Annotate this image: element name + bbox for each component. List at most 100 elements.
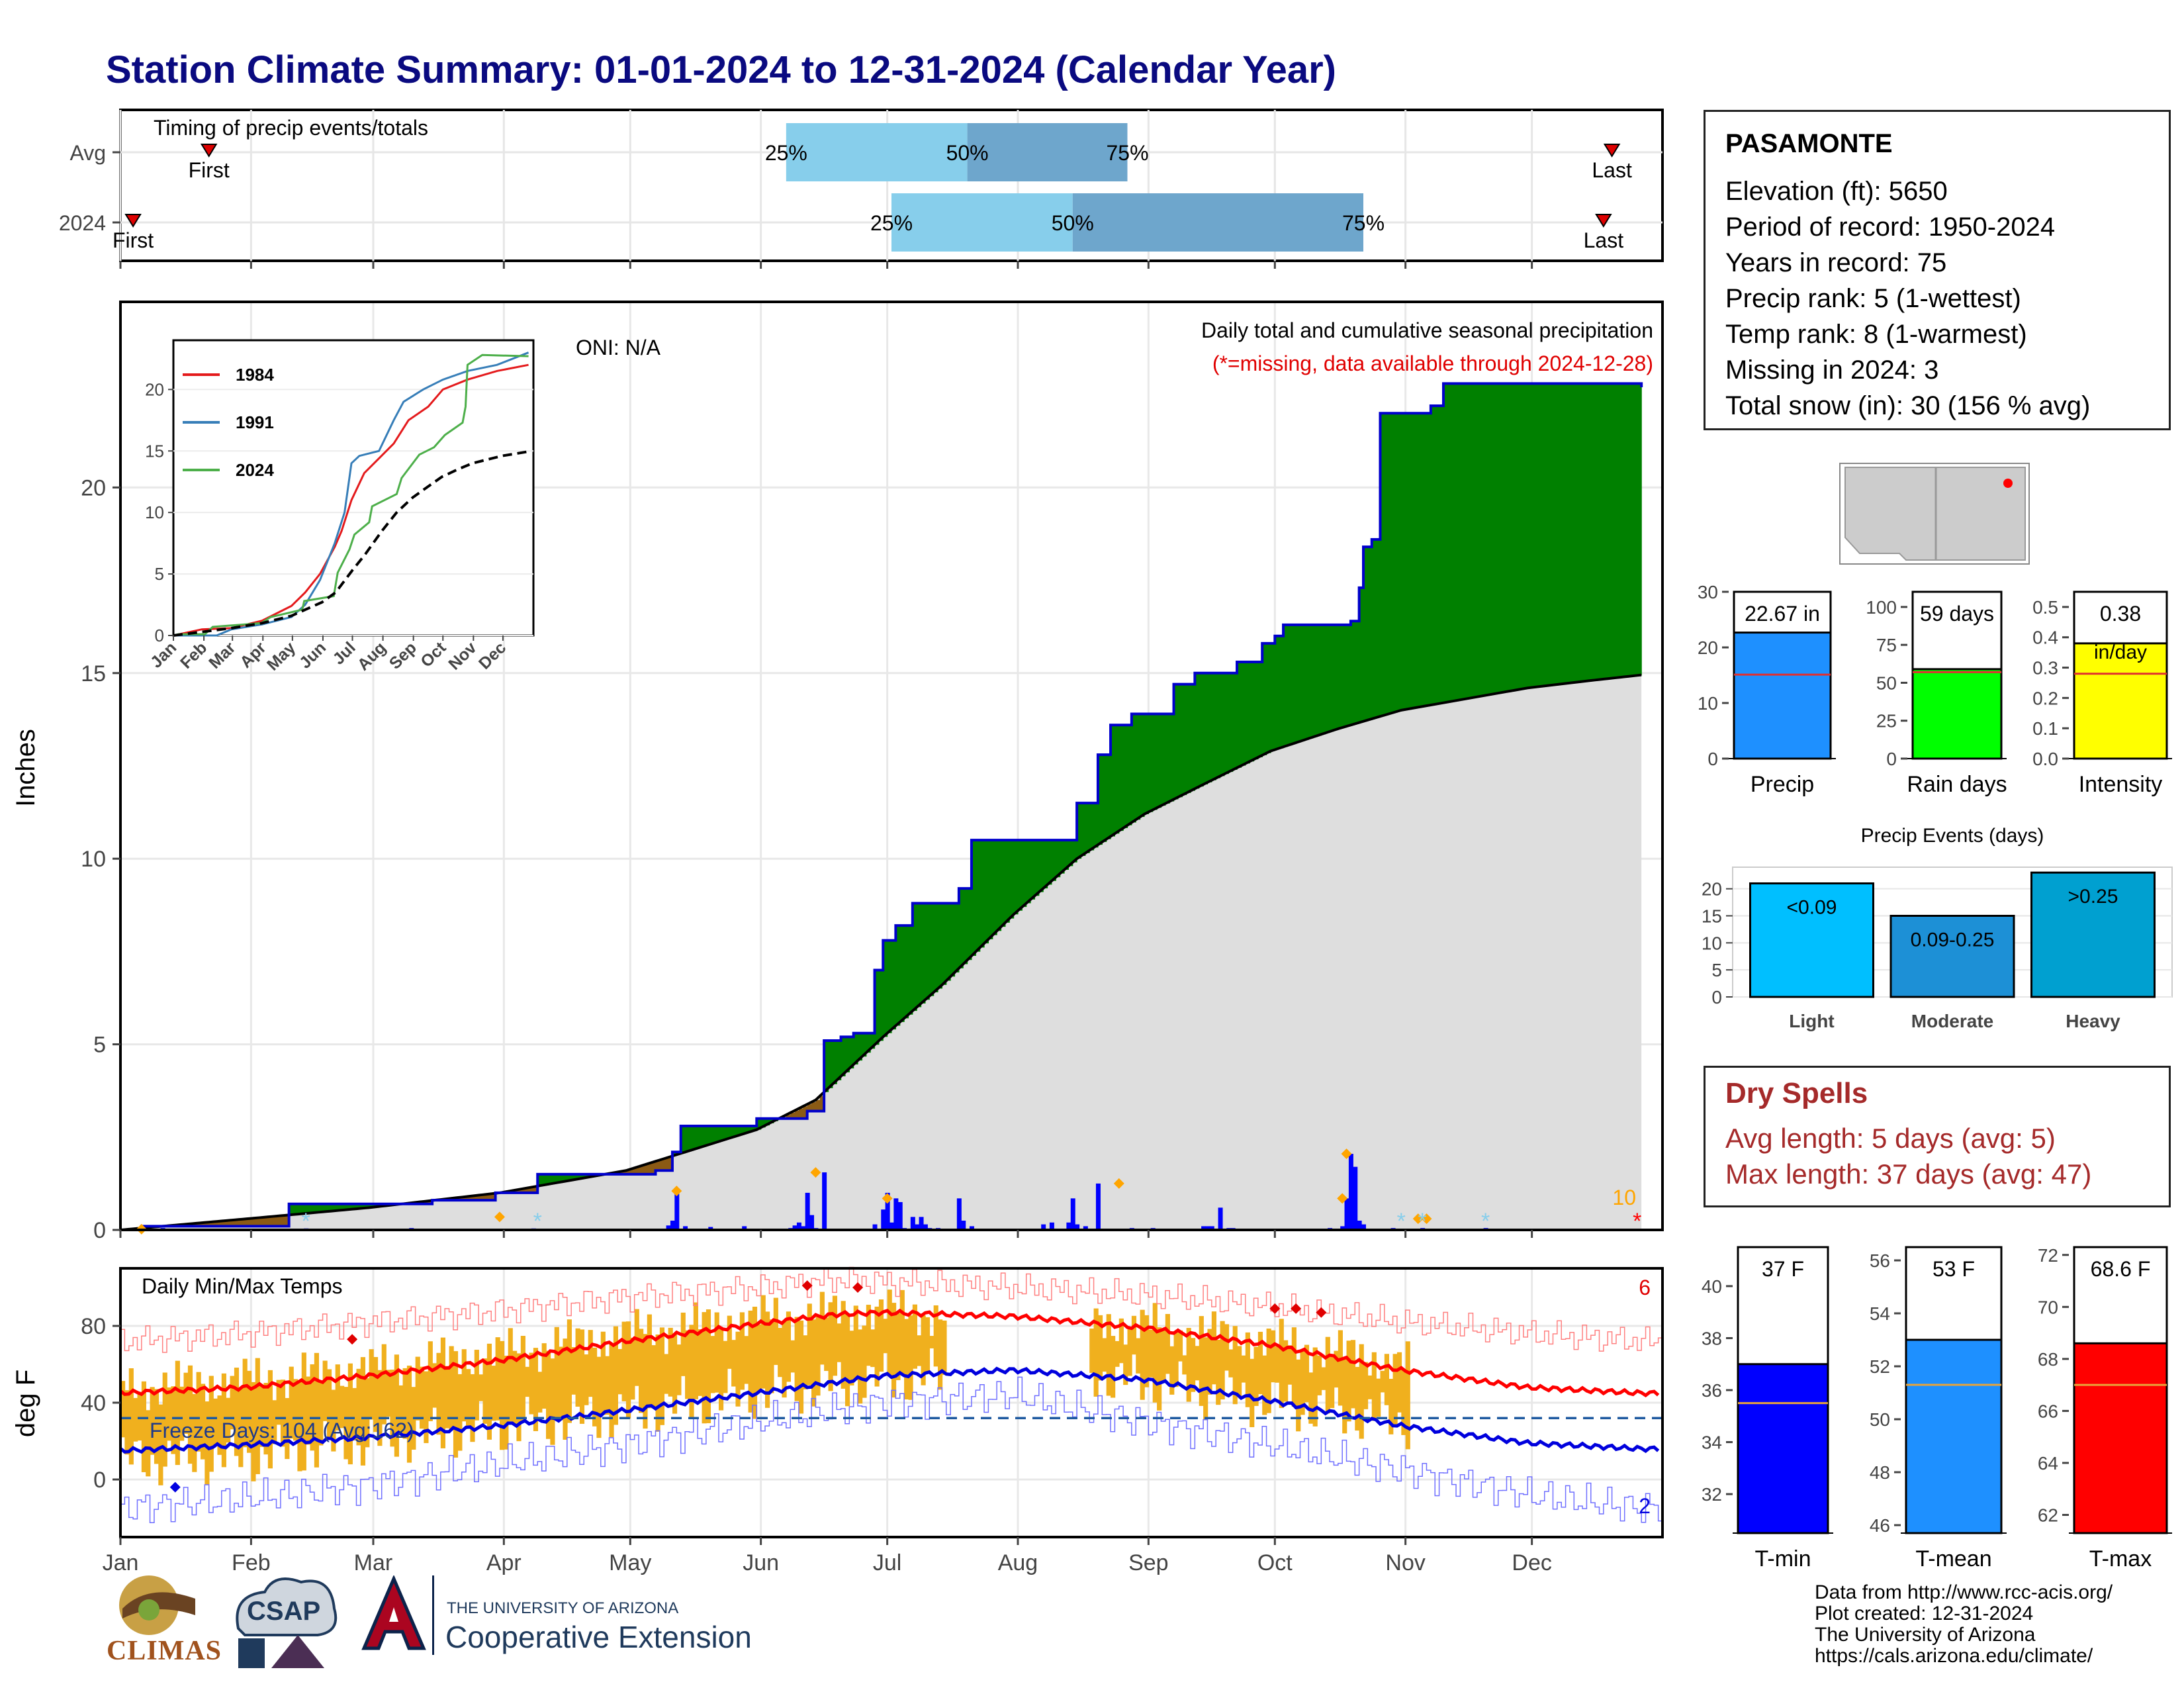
- daily-precip-bar: [889, 1222, 894, 1230]
- above-normal-fill: [984, 840, 989, 944]
- daily-precip-bar: [742, 1226, 747, 1230]
- above-normal-fill: [1207, 673, 1212, 782]
- daily-precip-bar: [956, 1198, 962, 1230]
- daily-temp-range: [904, 1319, 909, 1400]
- daily-temp-range: [1173, 1333, 1179, 1387]
- quartile-label-50: 50%: [946, 141, 989, 165]
- above-normal-fill: [1038, 840, 1044, 892]
- daily-temp-range: [187, 1365, 193, 1464]
- above-normal-fill: [714, 1125, 719, 1143]
- above-normal-fill: [579, 1174, 584, 1179]
- daily-temp-range: [175, 1360, 180, 1466]
- above-normal-fill: [1544, 383, 1549, 686]
- daily-temp-range: [664, 1354, 669, 1394]
- above-normal-fill: [1519, 383, 1524, 690]
- above-normal-fill: [760, 1118, 766, 1128]
- below-normal-fill: [230, 1220, 235, 1227]
- above-normal-fill: [917, 903, 922, 1008]
- above-normal-fill: [887, 940, 892, 1033]
- daily-temp-range: [739, 1312, 745, 1390]
- below-normal-fill: [525, 1188, 530, 1193]
- month-label: Nov: [1385, 1550, 1425, 1575]
- above-normal-fill: [1489, 383, 1494, 695]
- daily-temp-range: [710, 1336, 715, 1393]
- above-normal-fill: [1595, 383, 1600, 680]
- daily-temp-range: [146, 1410, 151, 1477]
- intensity-unit-label: in/day: [2094, 641, 2147, 663]
- daily-temp-range: [213, 1398, 218, 1445]
- events-value-label: 0.09-0.25: [1911, 929, 1995, 951]
- above-normal-fill: [1615, 383, 1621, 678]
- summary-bar: [1905, 1338, 2003, 1534]
- above-normal-fill: [1106, 755, 1111, 839]
- timing-last-marker: [1595, 214, 1612, 228]
- above-normal-fill: [1456, 383, 1461, 701]
- daily-temp-range: [858, 1329, 863, 1404]
- above-normal-fill: [343, 1203, 349, 1210]
- above-normal-fill: [1199, 673, 1204, 787]
- summary-value-label: 59 days: [1920, 602, 1994, 626]
- above-normal-fill: [942, 903, 947, 985]
- daily-temp-range: [1346, 1340, 1351, 1422]
- snow-marker: [1421, 1213, 1432, 1225]
- above-normal-fill: [1304, 624, 1309, 740]
- daily-temp-range: [432, 1363, 437, 1408]
- snow-marker: [810, 1167, 821, 1178]
- below-normal-fill: [255, 1218, 260, 1227]
- below-normal-fill: [668, 1157, 673, 1171]
- below-normal-fill: [786, 1115, 791, 1119]
- above-normal-fill: [702, 1125, 707, 1147]
- daily-temp-range: [1169, 1346, 1175, 1395]
- credit-line-created: Plot created: 12-31-2024: [1815, 1603, 2034, 1624]
- precip-ytick-label: 5: [93, 1033, 106, 1058]
- summary-value-label: 0.38: [2100, 602, 2141, 626]
- below-normal-fill: [200, 1223, 205, 1227]
- below-normal-fill: [533, 1186, 538, 1193]
- above-normal-fill: [1481, 383, 1486, 696]
- summary-ytick-label: 0.2: [2032, 688, 2058, 708]
- summary-value-label: 68.6 F: [2091, 1257, 2151, 1281]
- above-normal-fill: [1405, 413, 1410, 710]
- above-normal-fill: [950, 903, 956, 977]
- inset-ytick-label: 5: [155, 564, 164, 584]
- events-value-label: <0.09: [1787, 897, 1837, 919]
- above-normal-fill: [1633, 383, 1638, 677]
- above-normal-fill: [849, 1037, 854, 1069]
- month-label: Feb: [232, 1550, 271, 1575]
- daily-temp-range: [1250, 1358, 1255, 1427]
- record-high-marker: [852, 1282, 864, 1293]
- credit-line-url: https://cals.arizona.edu/climate/: [1815, 1645, 2093, 1667]
- summary-category-label: Intensity: [2079, 772, 2163, 797]
- csap-logo-icon: [236, 1577, 338, 1668]
- inset-ytick-label: 20: [145, 379, 164, 399]
- daily-precip-bar: [961, 1220, 966, 1230]
- csap-logo-text: CSAP: [247, 1597, 321, 1626]
- above-normal-fill: [1388, 413, 1394, 714]
- daily-temp-range: [440, 1337, 445, 1448]
- below-normal-fill: [205, 1222, 210, 1227]
- temp-ylabel: deg F: [11, 1370, 40, 1437]
- daily-temp-range: [874, 1306, 880, 1387]
- daily-temp-range: [1308, 1372, 1314, 1424]
- daily-temp-range: [1300, 1349, 1305, 1415]
- month-label: Dec: [1512, 1550, 1551, 1575]
- above-normal-fill: [1300, 624, 1305, 741]
- precip-panel-subtitle: (*=missing, data available through 2024-…: [1212, 352, 1653, 375]
- daily-temp-range: [917, 1335, 922, 1366]
- daily-temp-range: [491, 1366, 496, 1421]
- daily-temp-range: [267, 1370, 273, 1469]
- daily-precip-bar: [893, 1198, 899, 1230]
- above-normal-fill: [1111, 725, 1116, 837]
- above-normal-fill: [1022, 840, 1027, 908]
- record-low-count: 2: [1639, 1494, 1651, 1518]
- snow-marker: [1337, 1193, 1348, 1204]
- quartile-bar-low: [891, 193, 1073, 252]
- daily-temp-range: [655, 1334, 660, 1432]
- daily-temp-range: [596, 1356, 602, 1438]
- above-normal-fill: [1026, 840, 1031, 904]
- below-normal-fill: [634, 1168, 639, 1174]
- daily-temp-range: [849, 1331, 854, 1385]
- summary-ytick-label: 50: [1876, 673, 1897, 693]
- normal-cumulative-line: [120, 673, 1642, 1231]
- daily-temp-range: [731, 1340, 737, 1387]
